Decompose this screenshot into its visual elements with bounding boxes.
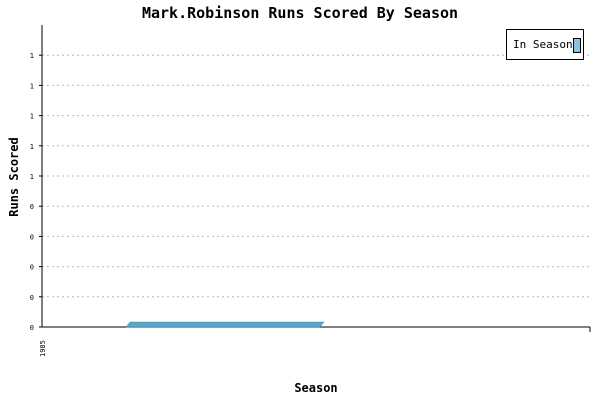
legend-label-in-season: In Season	[513, 38, 573, 51]
x-tick-label: 1985	[39, 340, 47, 357]
y-tick-label: 0	[30, 203, 34, 211]
y-tick-label: 1	[30, 52, 34, 60]
y-tick-label: 1	[30, 113, 34, 121]
y-tick-label: 0	[30, 324, 34, 332]
y-axis-label: Runs Scored	[7, 137, 21, 217]
area-series-in-season	[125, 321, 325, 328]
y-tick-label: 0	[30, 294, 34, 302]
y-tick-label: 1	[30, 143, 34, 151]
y-tick-label: 1	[30, 173, 34, 181]
y-tick-label: 0	[30, 264, 34, 272]
legend-swatch-in-season	[573, 38, 581, 53]
x-axis-label: Season	[294, 381, 338, 395]
chart-title: Mark.Robinson Runs Scored By Season	[141, 4, 459, 22]
legend: In Season	[506, 29, 584, 60]
y-tick-label: 1	[30, 82, 34, 90]
y-tick-label: 0	[30, 233, 34, 241]
